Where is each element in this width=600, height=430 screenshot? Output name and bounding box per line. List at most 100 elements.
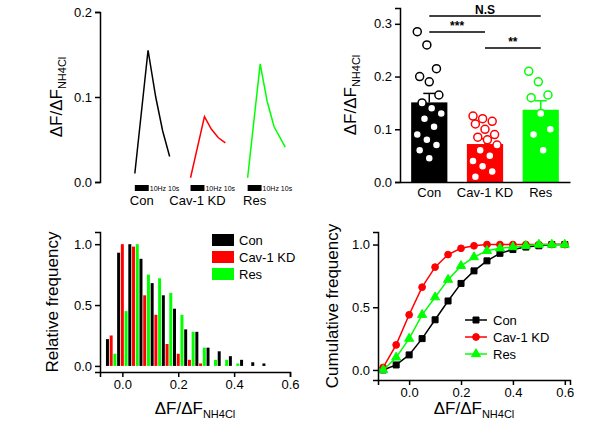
tick-mark bbox=[95, 366, 100, 368]
data-point bbox=[544, 91, 552, 99]
histogram-bar bbox=[113, 354, 116, 366]
histogram-bar bbox=[110, 335, 113, 365]
data-point bbox=[471, 120, 479, 128]
tick: 0.0 bbox=[374, 175, 400, 190]
tick-mark bbox=[95, 182, 100, 184]
data-point bbox=[413, 28, 421, 36]
tick-label: 0.4 bbox=[226, 377, 244, 392]
marker bbox=[471, 268, 477, 274]
label-text: ΔF/ΔF bbox=[155, 399, 203, 418]
tick-mark bbox=[95, 244, 100, 246]
y-axis-title: Cumulative frequency bbox=[323, 223, 342, 388]
data-point bbox=[530, 131, 538, 139]
tick-label: 1.0 bbox=[74, 237, 92, 252]
data-point bbox=[469, 157, 477, 165]
histogram-bar bbox=[218, 351, 221, 366]
legend-swatch bbox=[212, 234, 234, 246]
marker bbox=[471, 242, 478, 249]
histogram-bar bbox=[251, 362, 254, 366]
marker bbox=[379, 365, 388, 373]
data-point bbox=[423, 136, 431, 144]
data-point bbox=[423, 41, 431, 49]
label-subscript: NH4Cl bbox=[350, 55, 362, 87]
tick: 0.1 bbox=[74, 90, 100, 105]
marker bbox=[406, 352, 412, 358]
tick-label: 0.4 bbox=[504, 385, 522, 400]
histogram-bar bbox=[158, 278, 161, 366]
data-point bbox=[474, 133, 482, 141]
tick: 0.0 bbox=[74, 359, 100, 374]
tick-label: 0.2 bbox=[374, 69, 392, 84]
significance-label: ** bbox=[508, 35, 518, 49]
tick: Cav-1 KD bbox=[457, 182, 513, 200]
marker bbox=[393, 341, 400, 348]
marker bbox=[418, 310, 427, 318]
marker bbox=[469, 252, 478, 260]
legend-marker bbox=[473, 317, 479, 323]
axis: 0.00.10.2 bbox=[74, 5, 101, 190]
tick-label: 0.0 bbox=[74, 175, 92, 190]
legend-marker bbox=[473, 334, 480, 341]
label-text: Cumulative frequency bbox=[323, 223, 342, 388]
plot-area bbox=[411, 28, 559, 182]
histogram-bar bbox=[117, 253, 120, 366]
tick-mark bbox=[373, 370, 378, 372]
stimulus-bar bbox=[248, 185, 262, 191]
tick: 0.6 bbox=[281, 372, 299, 392]
data-point bbox=[435, 91, 443, 99]
stimulus-label: 10Hz 10s bbox=[150, 185, 180, 192]
series-label: Cav-1 KD bbox=[169, 193, 225, 208]
tick-mark bbox=[395, 76, 400, 78]
label-text: ΔF/ΔF bbox=[341, 87, 360, 135]
legend-label: Con bbox=[239, 233, 263, 248]
histogram-bar bbox=[166, 344, 169, 366]
data-point bbox=[491, 131, 499, 139]
marker bbox=[456, 261, 465, 269]
data-point bbox=[425, 154, 433, 162]
data-point bbox=[481, 125, 489, 133]
error-bar bbox=[535, 101, 547, 110]
histogram-bar bbox=[188, 360, 191, 366]
histogram-bar bbox=[236, 363, 239, 365]
data-point bbox=[418, 99, 426, 107]
tick-label: 0.6 bbox=[281, 377, 299, 392]
histogram-bar bbox=[199, 363, 202, 365]
label-subscript: NH4Cl bbox=[203, 408, 235, 420]
tick: 0.0 bbox=[352, 363, 378, 378]
histogram-bar bbox=[154, 315, 157, 366]
marker bbox=[445, 251, 452, 258]
legend-label: Res bbox=[239, 267, 263, 282]
histogram-bar bbox=[259, 365, 262, 366]
histogram-bar bbox=[229, 356, 232, 366]
data-point bbox=[534, 78, 542, 86]
legend-label: Res bbox=[493, 347, 517, 362]
histogram-bar bbox=[195, 332, 198, 366]
histogram-bar bbox=[233, 365, 236, 366]
data-point bbox=[479, 115, 487, 123]
data-point bbox=[413, 131, 421, 139]
histogram-bar bbox=[125, 311, 128, 366]
histogram-bar bbox=[139, 259, 142, 366]
marker bbox=[560, 239, 569, 247]
data-point bbox=[469, 112, 477, 120]
tick-mark bbox=[95, 12, 100, 14]
tick: 0.2 bbox=[452, 380, 470, 400]
tick: 0.1 bbox=[374, 122, 400, 137]
data-point bbox=[420, 115, 428, 123]
data-point bbox=[486, 152, 494, 160]
axis-line bbox=[373, 233, 379, 381]
series-line bbox=[248, 64, 286, 178]
axis-line bbox=[395, 9, 401, 183]
tick: Res bbox=[529, 182, 553, 200]
tick: 0.5 bbox=[352, 300, 378, 315]
stimulus-label: 10Hz 10s bbox=[205, 185, 235, 192]
histogram-bar bbox=[132, 247, 135, 366]
series-line bbox=[191, 117, 226, 178]
tick: Con bbox=[417, 182, 441, 200]
series-label: Con bbox=[130, 193, 154, 208]
histogram-bar bbox=[266, 365, 269, 366]
tick-label: 0.0 bbox=[74, 359, 92, 374]
tick-label: 0.5 bbox=[74, 298, 92, 313]
marker bbox=[458, 280, 464, 286]
tick-label: Con bbox=[417, 185, 441, 200]
